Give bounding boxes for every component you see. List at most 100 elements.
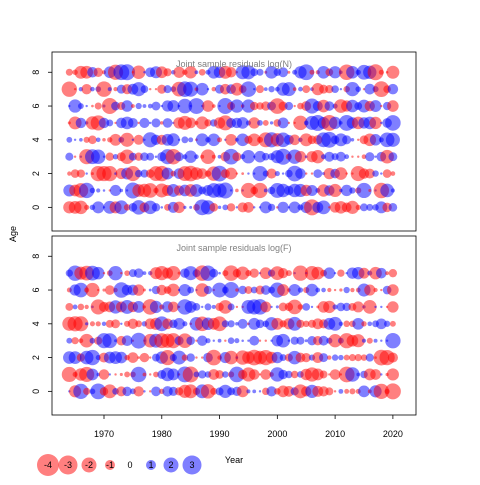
residual-bubble	[275, 305, 279, 309]
residual-bubble	[318, 335, 329, 346]
residual-bubble	[261, 285, 271, 295]
residual-bubble	[343, 320, 350, 328]
residual-bubble	[254, 150, 266, 163]
residual-bubble	[274, 171, 280, 177]
residual-bubble	[167, 100, 180, 112]
residual-bubble	[168, 301, 179, 313]
residual-bubble	[124, 371, 131, 378]
residual-bubble	[302, 85, 311, 94]
residual-bubble	[73, 383, 89, 399]
residual-bubble	[149, 390, 152, 393]
residual-bubble	[85, 104, 88, 108]
residual-bubble	[186, 336, 195, 345]
residual-bubble	[200, 149, 216, 164]
residual-bubble	[130, 332, 147, 349]
residual-bubble	[226, 203, 236, 212]
residual-bubble	[296, 336, 305, 345]
residual-bubble	[139, 117, 150, 128]
residual-bubble	[163, 68, 172, 77]
residual-bubble	[317, 65, 330, 79]
residual-bubble	[102, 288, 106, 292]
residual-bubble	[298, 86, 303, 92]
residual-bubble	[90, 383, 107, 400]
residual-bubble	[149, 356, 152, 359]
residual-bubble	[151, 386, 161, 397]
residual-bubble	[279, 354, 287, 362]
residual-bubble	[267, 203, 276, 212]
residual-bubble	[281, 82, 296, 97]
residual-bubble	[368, 188, 372, 192]
residual-bubble	[131, 138, 135, 142]
residual-bubble	[352, 301, 364, 313]
residual-bubble	[147, 103, 153, 109]
residual-bubble	[223, 282, 240, 299]
residual-bubble	[193, 371, 200, 378]
residual-bubble	[309, 69, 315, 75]
residual-bubble	[374, 305, 377, 309]
residual-bubble	[269, 121, 274, 125]
residual-bubble	[120, 132, 135, 147]
residual-bubble	[248, 369, 260, 380]
residual-bubble	[357, 138, 360, 142]
residual-bubble	[343, 354, 350, 361]
residual-bubble	[215, 370, 224, 379]
residual-bubble	[134, 169, 143, 178]
residual-bubble	[61, 366, 77, 383]
residual-bubble	[390, 171, 396, 176]
residual-bubble	[321, 287, 326, 293]
x-tick-label: 2020	[383, 429, 403, 439]
residual-bubble	[173, 318, 185, 330]
panel-2: Joint sample residuals log(F) 0 2 4 6 8 1970 19…	[31, 235, 417, 439]
residual-bubble	[352, 317, 365, 330]
residual-bubble	[327, 355, 332, 360]
residual-bubble	[104, 285, 115, 295]
residual-bubble	[194, 70, 199, 75]
residual-bubble	[177, 138, 181, 142]
residual-bubble	[120, 271, 123, 275]
residual-bubble	[283, 386, 295, 397]
residual-bubble	[338, 388, 344, 394]
plot-frame	[51, 51, 417, 232]
residual-bubble	[287, 121, 291, 125]
residual-bubble	[194, 154, 199, 160]
residual-bubble	[227, 320, 235, 328]
residual-bubble	[350, 287, 355, 293]
residual-bubble	[243, 202, 254, 213]
residual-bubble	[74, 200, 88, 215]
residual-bubble	[137, 121, 140, 125]
residual-bubble	[318, 386, 329, 397]
residual-bubble	[249, 335, 260, 346]
residual-bubble	[79, 137, 83, 142]
residual-bubble	[102, 155, 106, 158]
plot-frame	[51, 235, 417, 416]
y-tick-label: 2	[31, 355, 41, 360]
residual-bubble	[204, 119, 212, 127]
residual-bubble	[302, 320, 310, 328]
residual-bubble	[252, 182, 268, 199]
residual-bubble	[311, 368, 324, 381]
residual-bubble	[211, 104, 216, 108]
residual-bubble	[258, 339, 262, 342]
y-axis-label: Age	[8, 226, 18, 242]
residual-bubble	[369, 134, 382, 146]
residual-bubble	[257, 120, 263, 126]
residual-bubble	[86, 368, 99, 381]
residual-bubble	[222, 371, 229, 378]
legend-bubble	[81, 457, 97, 473]
residual-bubble	[98, 117, 110, 129]
residual-bubble	[287, 299, 302, 315]
residual-bubble	[384, 383, 401, 400]
residual-bubble	[225, 133, 237, 146]
residual-bubble	[366, 203, 374, 211]
residual-bubble	[173, 66, 185, 78]
residual-bubble	[217, 338, 222, 343]
residual-bubble	[85, 172, 88, 175]
residual-bubble	[249, 268, 259, 278]
residual-bubble	[183, 81, 199, 97]
residual-bubble	[161, 167, 174, 180]
residual-bubble	[154, 87, 158, 91]
residual-bubble	[304, 339, 308, 343]
residual-bubble	[236, 117, 249, 129]
residual-bubble	[205, 338, 211, 344]
